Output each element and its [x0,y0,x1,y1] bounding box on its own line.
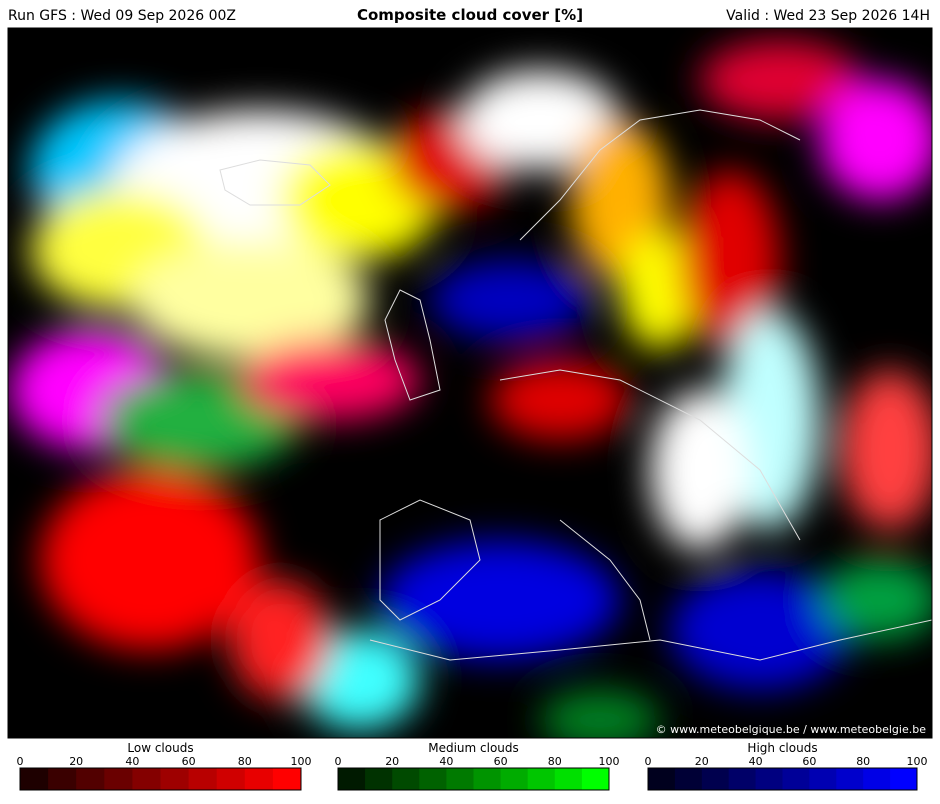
legend-tick-label: 100 [907,755,928,768]
credit: © www.meteobelgique.be / www.meteobelgie… [656,723,927,736]
legend-swatch [755,768,783,790]
legend-swatch [782,768,810,790]
legend-tick-label: 20 [385,755,399,768]
legend-title: High clouds [747,741,817,755]
legend-swatch [20,768,49,790]
legend-tick-label: 40 [439,755,453,768]
legend-swatch [500,768,529,790]
cloud-map: © www.meteobelgique.be / www.meteobelgie… [8,28,932,738]
legend-swatch [132,768,161,790]
legend-swatch [365,768,393,790]
legend-swatch [188,768,218,790]
legend-frame [647,767,918,791]
legend-title: Medium clouds [428,741,519,755]
legend-tick-label: 40 [125,755,139,768]
legend-swatch [76,768,105,790]
legend-swatch [674,768,703,790]
coastlines [219,109,932,661]
legend-swatch [473,768,502,790]
legend-swatch [104,768,133,790]
legend-tick-label: 20 [695,755,709,768]
legend-swatch [836,768,864,790]
legend-swatch [216,768,246,790]
map-title: Composite cloud cover [%] [357,6,583,24]
legend-swatch [890,768,918,790]
legend-swatch [48,768,77,790]
legend-tick-label: 20 [69,755,83,768]
legend-tick-label: 60 [494,755,508,768]
legend-swatch [419,768,447,790]
legend-swatch [527,768,556,790]
map-frame [7,27,933,739]
legend-swatch [446,768,474,790]
legend-swatch [648,768,676,790]
legend-swatch [392,768,420,790]
legend-frame [19,767,302,791]
legend-tick-label: 60 [802,755,816,768]
legend-swatch [554,768,583,790]
legend-tick-label: 0 [645,755,652,768]
legend-tick-label: 80 [548,755,562,768]
legend-tick-label: 0 [17,755,24,768]
legend-swatch [701,768,730,790]
legend-tick-label: 0 [335,755,342,768]
legend-swatch [809,768,837,790]
legend-swatch [863,768,891,790]
legend-swatch [160,768,190,790]
legend-tick-label: 80 [856,755,870,768]
run-label: Run GFS : Wed 09 Sep 2026 00Z [8,8,236,24]
legend-swatch [244,768,274,790]
legend-swatch [728,768,757,790]
legend-tick-label: 80 [238,755,252,768]
legend-tick-label: 100 [599,755,620,768]
legend-frame [337,767,610,791]
legend-swatch [581,768,610,790]
legend-swatch [338,768,366,790]
legend-tick-label: 60 [182,755,196,768]
legend-tick-label: 40 [749,755,763,768]
legend-title: Low clouds [127,741,193,755]
valid-label: Valid : Wed 23 Sep 2026 14H [726,8,930,24]
legend-swatch [272,768,302,790]
legend-tick-label: 100 [291,755,312,768]
